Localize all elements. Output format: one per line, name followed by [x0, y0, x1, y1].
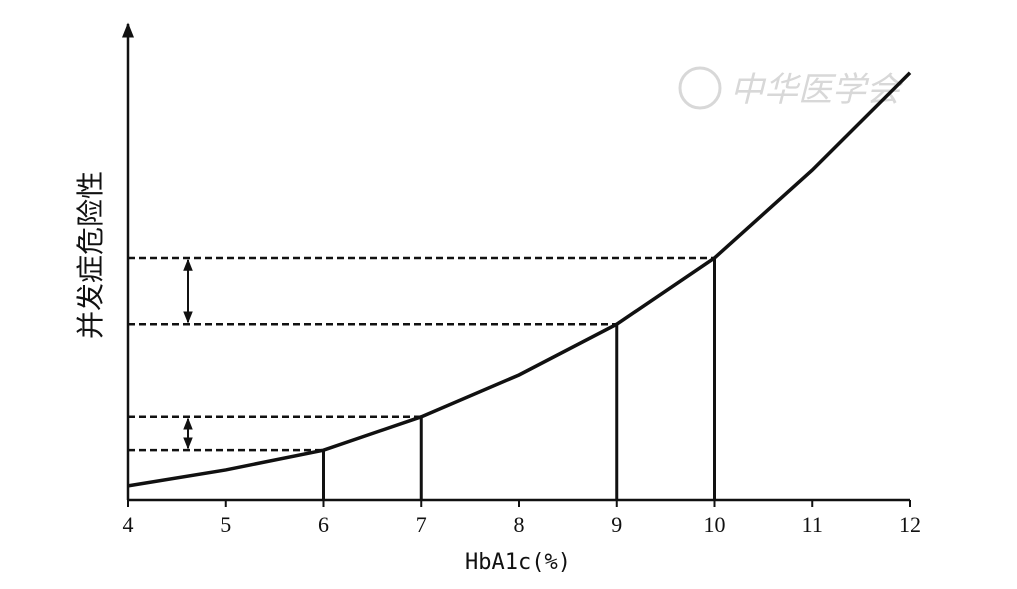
x-tick-label: 12: [899, 512, 921, 537]
x-tick-label: 10: [704, 512, 726, 537]
x-tick-label: 9: [611, 512, 622, 537]
y-axis-label: 并发症危险性: [74, 171, 107, 339]
watermark-logo: [678, 66, 722, 110]
x-tick-label: 7: [416, 512, 427, 537]
x-tick-label: 5: [220, 512, 231, 537]
x-axis-label: HbA1c(%): [465, 550, 571, 575]
x-tick-label: 6: [318, 512, 329, 537]
risk-curve: [127, 71, 912, 488]
watermark: 中华医学会: [730, 70, 904, 110]
x-tick-label: 8: [514, 512, 525, 537]
x-tick-label: 4: [123, 512, 134, 537]
x-tick-label: 11: [802, 512, 823, 537]
